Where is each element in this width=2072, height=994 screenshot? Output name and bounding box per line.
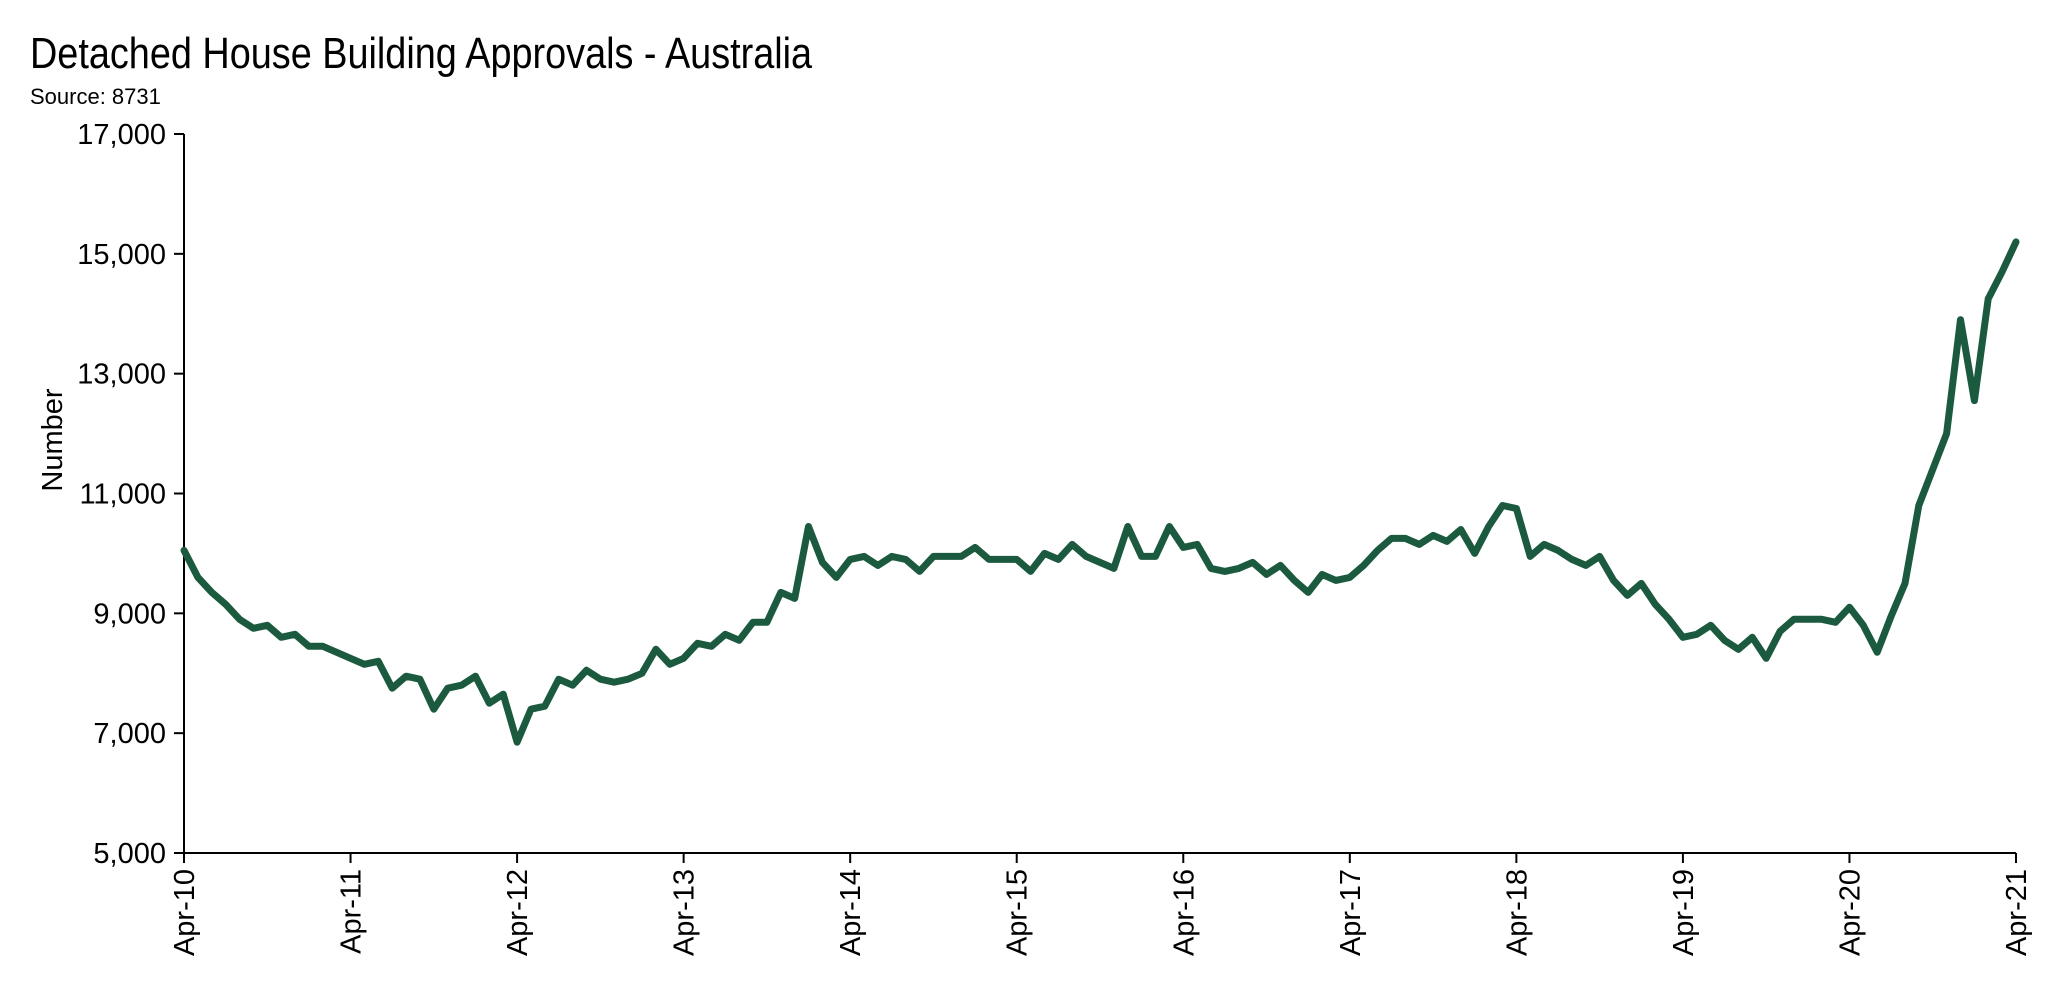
x-tick-label: Apr-16 xyxy=(1168,869,1200,956)
y-tick-label: 7,000 xyxy=(93,718,166,750)
x-tick-label: Apr-18 xyxy=(1501,869,1533,956)
plot-area xyxy=(180,238,2020,746)
axes: 5,000 7,000 9,000 11,000 13,000 15,000 17,000 A… xyxy=(77,119,2033,956)
y-tick-label: 15,000 xyxy=(77,239,166,271)
x-tick-label: Apr-21 xyxy=(2001,869,2033,956)
x-tick-label: Apr-14 xyxy=(835,869,867,956)
x-tick-label: Apr-11 xyxy=(336,869,368,954)
x-tick-label: Apr-10 xyxy=(169,869,201,956)
y-tick-label: 17,000 xyxy=(77,119,166,151)
y-tick-label: 13,000 xyxy=(77,359,166,391)
x-tick-label: Apr-20 xyxy=(1834,869,1866,956)
y-axis-title: Number xyxy=(37,388,69,491)
x-tick-label: Apr-13 xyxy=(669,869,701,956)
y-tick-label: 9,000 xyxy=(93,598,166,630)
x-tick-label: Apr-19 xyxy=(1668,869,1700,956)
chart-title: Detached House Building Approvals - Aust… xyxy=(30,28,812,77)
series-line-0 xyxy=(180,238,2020,746)
y-tick-label: 11,000 xyxy=(79,479,166,511)
x-tick-label: Apr-15 xyxy=(1002,869,1034,956)
chart-subtitle: Source: 8731 xyxy=(30,84,161,109)
y-tick-label: 5,000 xyxy=(93,838,166,870)
x-tick-label: Apr-12 xyxy=(502,869,534,956)
x-tick-label: Apr-17 xyxy=(1335,869,1367,956)
